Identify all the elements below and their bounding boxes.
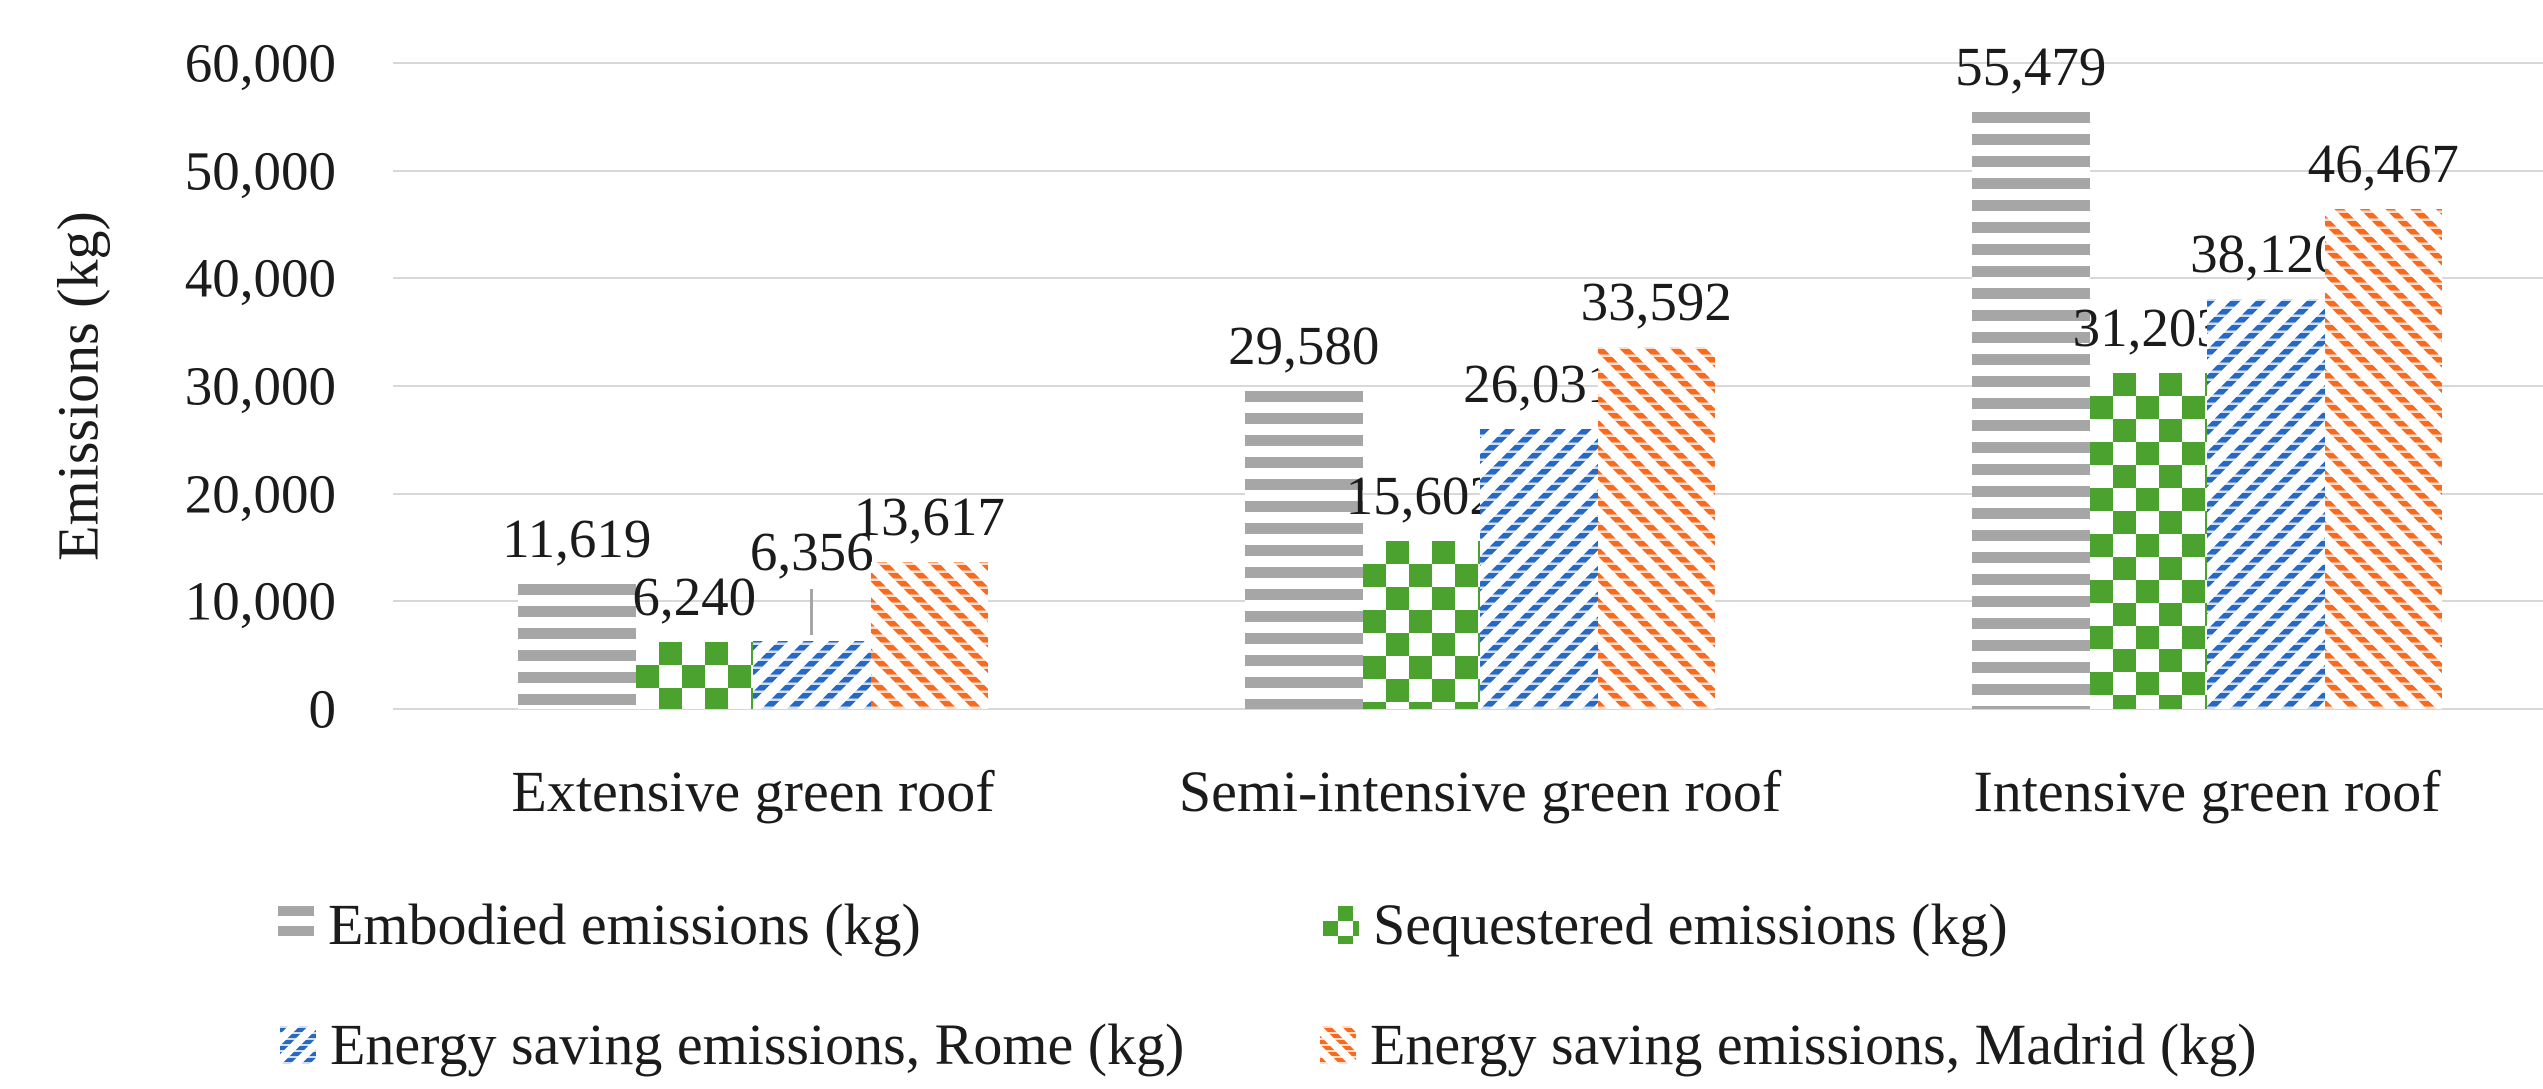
gridline	[393, 492, 2543, 495]
gridline	[393, 62, 2543, 64]
legend-item: Energy saving emissions, Rome (kg)	[280, 1011, 1184, 1078]
bar-horizontal-stripes-3	[1972, 111, 2090, 709]
y-axis-tick-label: 60,000	[184, 32, 336, 94]
bar-value-label: 29,580	[1228, 314, 1380, 376]
bar-value-label: 6,356	[749, 520, 874, 582]
bar-value-label: 13,617	[853, 486, 1005, 548]
bar-value-label: 11,619	[502, 507, 652, 569]
x-category-label: Intensive green roof	[1973, 759, 2441, 824]
bar-checkerboard-3	[2089, 373, 2207, 709]
y-axis-tick-label: 20,000	[184, 463, 336, 525]
legend-swatch-diagonal-up	[1320, 1025, 1356, 1064]
legend-item: Energy saving emissions, Madrid (kg)	[1320, 1011, 2257, 1078]
y-axis-tick-label: 40,000	[184, 247, 336, 309]
legend-swatch-checkerboard	[1323, 905, 1359, 944]
legend-item: Sequestered emissions (kg)	[1323, 891, 2008, 958]
bar-diagonal-down-3	[2207, 298, 2325, 709]
bar-diagonal-up-2	[1597, 347, 1715, 709]
bar-value-label: 46,467	[2307, 132, 2459, 194]
legend-label: Embodied emissions (kg)	[328, 892, 921, 957]
gridline	[393, 708, 2543, 710]
bar-value-label: 6,240	[632, 565, 757, 627]
bar-value-label: 26,031	[1463, 352, 1615, 414]
bar-diagonal-down-2	[1480, 428, 1598, 709]
y-axis-tick-label: 0	[308, 678, 337, 740]
y-axis-tick-label: 10,000	[184, 570, 336, 632]
bar-diagonal-up-1	[870, 562, 988, 709]
legend-swatch-diagonal-down	[280, 1025, 316, 1064]
y-axis-title: Emissions (kg)	[45, 211, 111, 561]
bar-checkerboard-1	[635, 641, 753, 709]
legend-label: Sequestered emissions (kg)	[1373, 892, 2008, 957]
y-axis-tick-label: 30,000	[184, 355, 336, 417]
legend-item: Embodied emissions (kg)	[278, 891, 921, 958]
legend-label: Energy saving emissions, Rome (kg)	[330, 1012, 1185, 1077]
bar-chart: Emissions (kg) 0 10,000 20,000 30,000 40,000…	[40, 16, 2543, 1089]
bar-diagonal-up-3	[2324, 208, 2442, 709]
gridline	[393, 277, 2543, 280]
gridline	[393, 385, 2543, 387]
bar-diagonal-down-1	[753, 640, 871, 709]
legend-label: Energy saving emissions, Madrid (kg)	[1370, 1012, 2257, 1077]
bar-value-label: 33,592	[1580, 271, 1732, 333]
bar-value-label: 31,203	[2072, 297, 2224, 359]
bar-value-label: 38,120	[2190, 222, 2342, 284]
bar-value-label: 55,479	[1955, 35, 2107, 97]
label-leader-line	[810, 588, 814, 635]
x-category-label: Extensive green roof	[511, 759, 995, 824]
x-category-label: Semi-intensive green roof	[1178, 759, 1782, 824]
bar-value-label: 15,602	[1345, 465, 1497, 527]
bar-horizontal-stripes-2	[1245, 390, 1363, 709]
bar-checkerboard-2	[1362, 541, 1480, 709]
y-axis-tick-label: 50,000	[184, 140, 336, 202]
legend-swatch-horizontal-stripes	[278, 905, 314, 944]
gridline	[393, 169, 2543, 172]
bar-horizontal-stripes-1	[518, 583, 636, 709]
